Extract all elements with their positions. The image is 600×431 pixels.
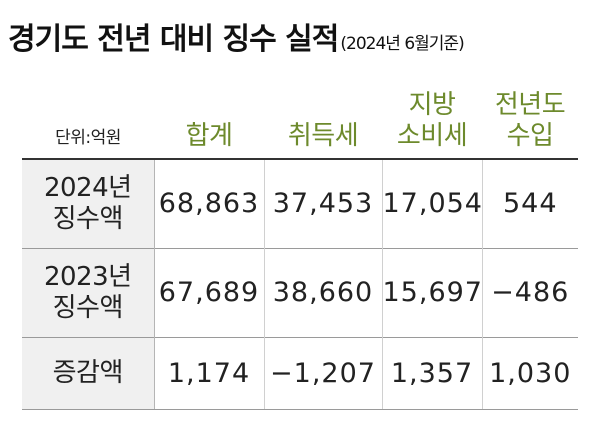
table-cell: 1,030 bbox=[481, 336, 578, 410]
title-bar: 경기도 전년 대비 징수 실적 (2024년 6월기준) bbox=[8, 14, 465, 60]
column-header-line: 합계 bbox=[185, 121, 233, 151]
table-row: 증감액 1,174 −1,207 1,357 1,030 bbox=[22, 336, 578, 410]
page-subtitle: (2024년 6월기준) bbox=[340, 34, 464, 54]
row-header-2023: 2023년 징수액 bbox=[22, 247, 155, 337]
row-header-line: 2023년 bbox=[43, 261, 132, 292]
table-cell: 68,863 bbox=[154, 158, 264, 248]
column-header-line: 소비세 bbox=[396, 121, 468, 151]
table-row: 2023년 징수액 67,689 38,660 15,697 −486 bbox=[22, 247, 578, 337]
column-header-prior-year-revenue: 전년도 수입 bbox=[482, 77, 578, 159]
row-header-line: 증감액 bbox=[52, 357, 124, 388]
collection-table: 단위:억원 합계 취득세 지방 소비세 전년도 수입 2024년 징수액 68,… bbox=[22, 77, 578, 410]
row-header-2024: 2024년 징수액 bbox=[22, 158, 155, 248]
unit-label: 단위:억원 bbox=[55, 128, 121, 148]
column-header-total: 합계 bbox=[154, 77, 264, 159]
column-header-line: 수입 bbox=[506, 121, 554, 151]
table-cell: 544 bbox=[481, 158, 578, 248]
table-row: 2024년 징수액 68,863 37,453 17,054 544 bbox=[22, 158, 578, 248]
table-cell: −486 bbox=[481, 247, 578, 337]
column-header-acquisition-tax: 취득세 bbox=[264, 77, 382, 159]
page-title: 경기도 전년 대비 징수 실적 bbox=[8, 22, 339, 57]
table-cell: 17,054 bbox=[381, 158, 482, 248]
header-row: 단위:억원 합계 취득세 지방 소비세 전년도 수입 bbox=[22, 77, 578, 159]
column-header-line: 취득세 bbox=[287, 121, 359, 151]
row-header-change: 증감액 bbox=[22, 336, 155, 410]
table-cell: 1,174 bbox=[154, 336, 264, 410]
table-cell: 15,697 bbox=[381, 247, 482, 337]
column-header-line: 지방 bbox=[408, 90, 456, 120]
table-cell: 38,660 bbox=[263, 247, 382, 337]
column-header-line: 전년도 bbox=[494, 90, 566, 120]
column-header-local-consumption-tax: 지방 소비세 bbox=[382, 77, 482, 159]
table-cell: 37,453 bbox=[263, 158, 382, 248]
table-cell: 1,357 bbox=[381, 336, 482, 410]
table-cell: 67,689 bbox=[154, 247, 264, 337]
row-header-line: 징수액 bbox=[52, 203, 124, 234]
row-header-line: 2024년 bbox=[43, 172, 132, 203]
table-cell: −1,207 bbox=[263, 336, 382, 410]
row-header-line: 징수액 bbox=[52, 292, 124, 323]
